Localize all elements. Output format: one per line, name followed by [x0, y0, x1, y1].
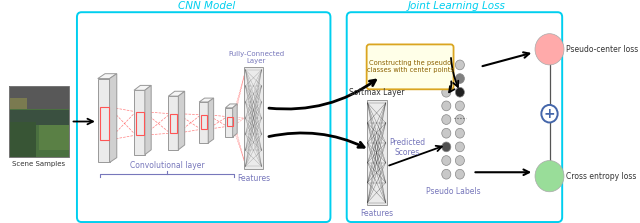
- Circle shape: [442, 87, 451, 97]
- Text: Constructing the pseudo
classes with center points: Constructing the pseudo classes with cen…: [367, 60, 454, 73]
- Polygon shape: [225, 104, 237, 108]
- Bar: [170, 114, 177, 133]
- Circle shape: [442, 142, 451, 152]
- Text: +: +: [544, 107, 556, 121]
- Circle shape: [442, 156, 451, 165]
- Text: Softmax Layer: Softmax Layer: [349, 88, 404, 97]
- Bar: [9, 86, 69, 109]
- Text: CNN Model: CNN Model: [178, 1, 235, 11]
- Bar: [367, 100, 387, 205]
- Circle shape: [455, 128, 465, 138]
- Circle shape: [541, 105, 557, 122]
- Bar: [100, 107, 109, 140]
- Circle shape: [442, 60, 451, 70]
- Bar: [227, 117, 233, 126]
- Circle shape: [455, 115, 465, 124]
- Text: Features: Features: [237, 174, 270, 183]
- Circle shape: [455, 101, 465, 111]
- Text: Features: Features: [360, 209, 393, 218]
- Circle shape: [455, 60, 465, 70]
- Circle shape: [455, 169, 465, 179]
- Text: Predicted
Scores: Predicted Scores: [389, 138, 426, 157]
- Circle shape: [455, 142, 465, 152]
- Bar: [9, 86, 69, 157]
- Polygon shape: [179, 91, 185, 150]
- Bar: [9, 86, 69, 157]
- Circle shape: [442, 169, 451, 179]
- Bar: [201, 115, 207, 129]
- Circle shape: [442, 74, 451, 83]
- Polygon shape: [225, 108, 233, 137]
- Bar: [244, 67, 262, 169]
- Polygon shape: [168, 96, 179, 150]
- Circle shape: [442, 128, 451, 138]
- Bar: [39, 125, 69, 150]
- Text: Cross entropy loss: Cross entropy loss: [566, 172, 636, 181]
- Circle shape: [455, 87, 465, 97]
- Circle shape: [442, 101, 451, 111]
- Bar: [9, 98, 27, 109]
- Polygon shape: [109, 74, 116, 163]
- Text: Scene Samples: Scene Samples: [12, 161, 65, 167]
- Text: Pseudo Labels: Pseudo Labels: [426, 187, 481, 196]
- Polygon shape: [168, 91, 185, 96]
- Circle shape: [455, 156, 465, 165]
- Text: Joint Learning Loss: Joint Learning Loss: [407, 1, 505, 11]
- Text: Convolutional layer: Convolutional layer: [130, 161, 204, 170]
- Text: Pseudo-center loss: Pseudo-center loss: [566, 45, 638, 54]
- Polygon shape: [199, 102, 208, 143]
- Circle shape: [442, 115, 451, 124]
- Circle shape: [535, 161, 564, 192]
- Polygon shape: [199, 98, 214, 102]
- Polygon shape: [208, 98, 214, 143]
- Polygon shape: [98, 74, 116, 78]
- Bar: [9, 109, 69, 125]
- Circle shape: [535, 34, 564, 65]
- Polygon shape: [98, 78, 109, 163]
- Polygon shape: [145, 85, 151, 155]
- Bar: [9, 122, 36, 157]
- Polygon shape: [134, 85, 151, 90]
- Text: Fully-Connected
Layer: Fully-Connected Layer: [228, 51, 284, 64]
- Bar: [136, 112, 144, 135]
- Polygon shape: [233, 104, 237, 137]
- Circle shape: [455, 74, 465, 83]
- Polygon shape: [134, 90, 145, 155]
- FancyBboxPatch shape: [367, 44, 454, 89]
